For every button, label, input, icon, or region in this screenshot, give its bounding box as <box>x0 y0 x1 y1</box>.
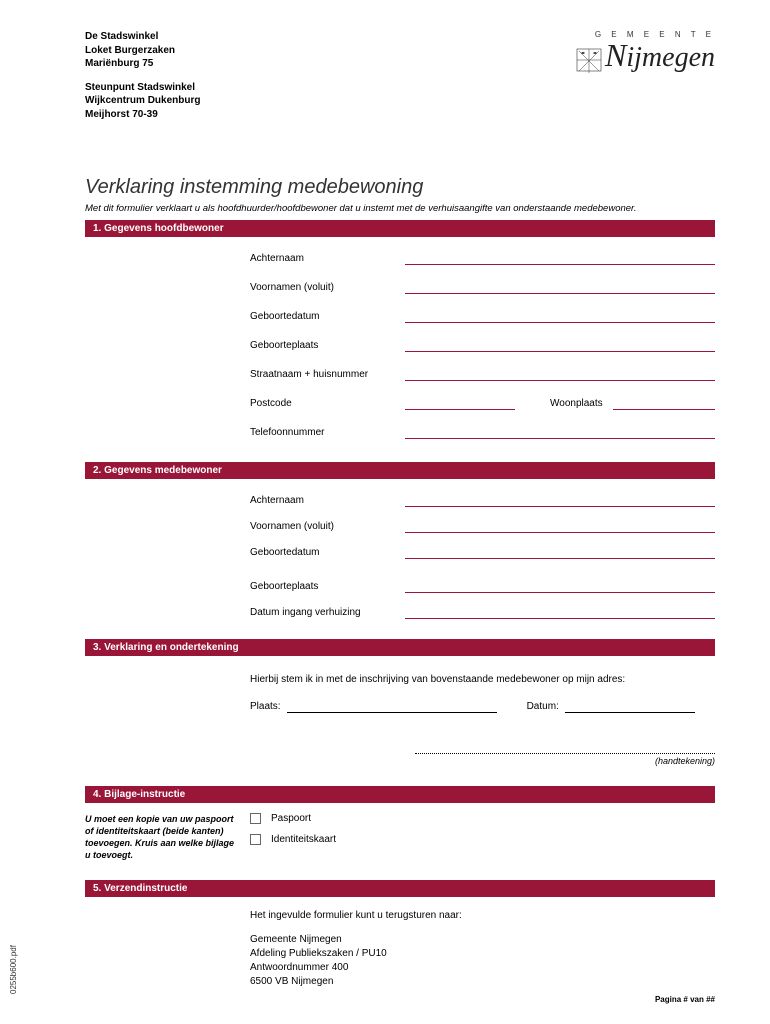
input-datum[interactable] <box>565 701 695 713</box>
input-m-voornamen[interactable] <box>405 519 715 533</box>
input-voornamen[interactable] <box>405 280 715 294</box>
label-m-geboorteplaats: Geboorteplaats <box>250 581 405 593</box>
send-addr-line: Afdeling Publiekszaken / PU10 <box>250 947 715 961</box>
attach-instructions: U moet een kopie van uw paspoort of iden… <box>85 813 250 862</box>
input-geboorteplaats[interactable] <box>405 338 715 352</box>
section-4-bar: 4. Bijlage-instructie <box>85 786 715 803</box>
input-m-ingang[interactable] <box>405 605 715 619</box>
addr-line: Meijhorst 70-39 <box>85 108 200 122</box>
label-datum: Datum: <box>497 701 565 713</box>
signature-label: (handtekening) <box>655 756 715 766</box>
input-geboortedatum[interactable] <box>405 309 715 323</box>
page: De Stadswinkel Loket Burgerzaken Mariënb… <box>0 0 770 1019</box>
label-m-achternaam: Achternaam <box>250 495 405 507</box>
section-1-bar: 1. Gegevens hoofdbewoner <box>85 220 715 237</box>
send-intro: Het ingevulde formulier kunt u terugstur… <box>250 909 715 923</box>
label-m-geboortedatum: Geboortedatum <box>250 547 405 559</box>
label-m-voornamen: Voornamen (voluit) <box>250 521 405 533</box>
side-filename: 0255b600.pdf <box>9 945 18 994</box>
addr-line: De Stadswinkel <box>85 30 200 44</box>
input-woonplaats[interactable] <box>613 396 715 410</box>
logo: G E M E E N T E Nijmegen <box>575 30 715 75</box>
signature-line[interactable]: (handtekening) <box>415 753 715 766</box>
label-geboortedatum: Geboortedatum <box>250 311 405 323</box>
section-4-body: U moet een kopie van uw paspoort of iden… <box>85 803 715 880</box>
place-date-row: Plaats: Datum: <box>250 701 715 713</box>
section-1-body: Achternaam Voornamen (voluit) Geboorteda… <box>85 237 715 462</box>
logo-wordmark: Nijmegen <box>575 39 715 75</box>
input-postcode[interactable] <box>405 396 515 410</box>
label-plaats: Plaats: <box>250 701 287 713</box>
page-subtitle: Met dit formulier verklaart u als hoofdh… <box>85 203 715 214</box>
addr-line: Loket Burgerzaken <box>85 44 200 58</box>
label-postcode: Postcode <box>250 398 405 410</box>
input-plaats[interactable] <box>287 701 497 713</box>
send-addr-line: Gemeente Nijmegen <box>250 933 715 947</box>
input-straat[interactable] <box>405 367 715 381</box>
section-5-bar: 5. Verzendinstructie <box>85 880 715 897</box>
checkbox-idkaart[interactable] <box>250 834 261 845</box>
sender-address: De Stadswinkel Loket Burgerzaken Mariënb… <box>85 30 200 131</box>
checkbox-paspoort[interactable] <box>250 813 261 824</box>
section-2-body: Achternaam Voornamen (voluit) Geboorteda… <box>85 479 715 639</box>
label-geboorteplaats: Geboorteplaats <box>250 340 405 352</box>
section-3-bar: 3. Verklaring en ondertekening <box>85 639 715 656</box>
label-telefoon: Telefoonnummer <box>250 427 405 439</box>
header: De Stadswinkel Loket Burgerzaken Mariënb… <box>85 30 715 131</box>
addr-line: Steunpunt Stadswinkel <box>85 81 200 95</box>
label-woonplaats: Woonplaats <box>515 398 613 410</box>
addr-line: Wijkcentrum Dukenburg <box>85 94 200 108</box>
input-m-geboortedatum[interactable] <box>405 545 715 559</box>
crest-icon <box>575 45 603 75</box>
page-title: Verklaring instemming medebewoning <box>85 176 715 199</box>
input-achternaam[interactable] <box>405 251 715 265</box>
send-addr-line: 6500 VB Nijmegen <box>250 975 715 989</box>
input-m-achternaam[interactable] <box>405 493 715 507</box>
section-2-bar: 2. Gegevens medebewoner <box>85 462 715 479</box>
logo-overline: G E M E E N T E <box>575 30 715 39</box>
page-number: Pagina # van ## <box>655 995 715 1004</box>
send-addr-line: Antwoordnummer 400 <box>250 961 715 975</box>
input-m-geboorteplaats[interactable] <box>405 579 715 593</box>
label-paspoort: Paspoort <box>271 813 311 824</box>
label-idkaart: Identiteitskaart <box>271 834 336 845</box>
label-achternaam: Achternaam <box>250 253 405 265</box>
section-5-body: Het ingevulde formulier kunt u terugstur… <box>85 897 715 999</box>
label-voornamen: Voornamen (voluit) <box>250 282 405 294</box>
declaration-text: Hierbij stem ik in met de inschrijving v… <box>250 674 715 685</box>
input-telefoon[interactable] <box>405 425 715 439</box>
addr-line: Mariënburg 75 <box>85 57 200 71</box>
label-straat: Straatnaam + huisnummer <box>250 369 405 381</box>
label-m-ingang: Datum ingang verhuizing <box>250 607 405 619</box>
section-3-body: Hierbij stem ik in met de inschrijving v… <box>85 656 715 786</box>
logo-text: ijmegen <box>626 42 715 73</box>
